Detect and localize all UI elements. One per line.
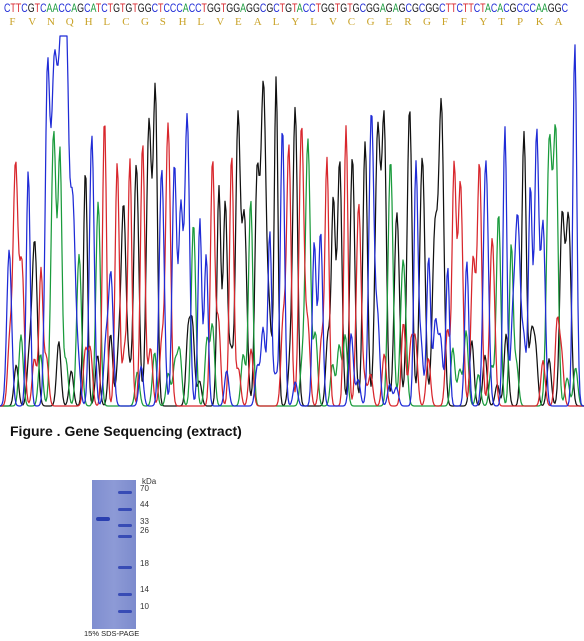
figure-caption: Figure . Gene Sequencing (extract) — [10, 423, 242, 439]
amino-acid: E — [235, 16, 242, 28]
amino-acid: F — [461, 16, 467, 28]
amino-acid: N — [47, 16, 55, 28]
amino-acid: S — [160, 16, 166, 28]
amino-acid: L — [103, 16, 110, 28]
amino-acid: A — [254, 16, 262, 28]
marker-band — [118, 508, 132, 511]
amino-acid: G — [141, 16, 149, 28]
sequencing-chromatogram — [0, 35, 584, 407]
marker-label: 70 — [140, 484, 149, 493]
amino-acid: A — [555, 16, 563, 28]
amino-acid: L — [197, 16, 204, 28]
marker-band — [118, 535, 132, 538]
amino-acid: L — [310, 16, 317, 28]
marker-label: 33 — [140, 517, 149, 526]
marker-band — [118, 610, 132, 613]
gel-caption: 15% SDS-PAGE — [84, 629, 140, 638]
sample-band — [96, 517, 110, 521]
sds-page-gel: kDa 70 44 33 26 18 14 10 15% SDS-PAGE — [76, 474, 176, 640]
marker-label: 10 — [140, 602, 149, 611]
amino-acid: Y — [479, 16, 487, 28]
trace-c — [0, 35, 584, 407]
amino-acid: G — [423, 16, 431, 28]
marker-band — [118, 593, 132, 596]
amino-acid: V — [216, 16, 224, 28]
amino-acid: K — [536, 16, 544, 28]
amino-acid: E — [385, 16, 392, 28]
marker-band — [118, 491, 132, 494]
kda-unit-label: kDa — [142, 477, 157, 486]
trace-a — [0, 124, 584, 407]
marker-band — [118, 566, 132, 569]
amino-acid: F — [9, 16, 15, 28]
amino-acid: V — [329, 16, 337, 28]
amino-acid: R — [404, 16, 412, 28]
amino-acid: C — [122, 16, 129, 28]
trace-t — [0, 122, 584, 407]
amino-acid: G — [367, 16, 375, 28]
marker-label: 14 — [140, 585, 149, 594]
amino-acid: C — [348, 16, 355, 28]
dna-sequence: CTTCGTCAACCAGCATCTGTGTGGCTCCCACCTGGTGGAG… — [4, 3, 568, 14]
amino-acid: V — [28, 16, 36, 28]
amino-acid: Y — [291, 16, 299, 28]
gel-bands — [96, 491, 132, 613]
marker-label: 26 — [140, 526, 149, 535]
amino-acid: H — [85, 16, 93, 28]
gel-image — [92, 480, 136, 629]
amino-acid: Q — [66, 16, 74, 28]
marker-band — [118, 524, 132, 527]
marker-label: 18 — [140, 559, 149, 568]
amino-acid: H — [179, 16, 187, 28]
amino-acid: L — [273, 16, 280, 28]
dna-sequence-text: CTTCGTCAACCAGCATCTGTGTGGCTCCCACCTGGTGGAG… — [4, 3, 568, 14]
amino-acid: P — [517, 16, 523, 28]
amino-acid: F — [442, 16, 448, 28]
amino-acid: T — [498, 16, 505, 28]
trace-g — [0, 76, 584, 407]
marker-label: 44 — [140, 500, 149, 509]
